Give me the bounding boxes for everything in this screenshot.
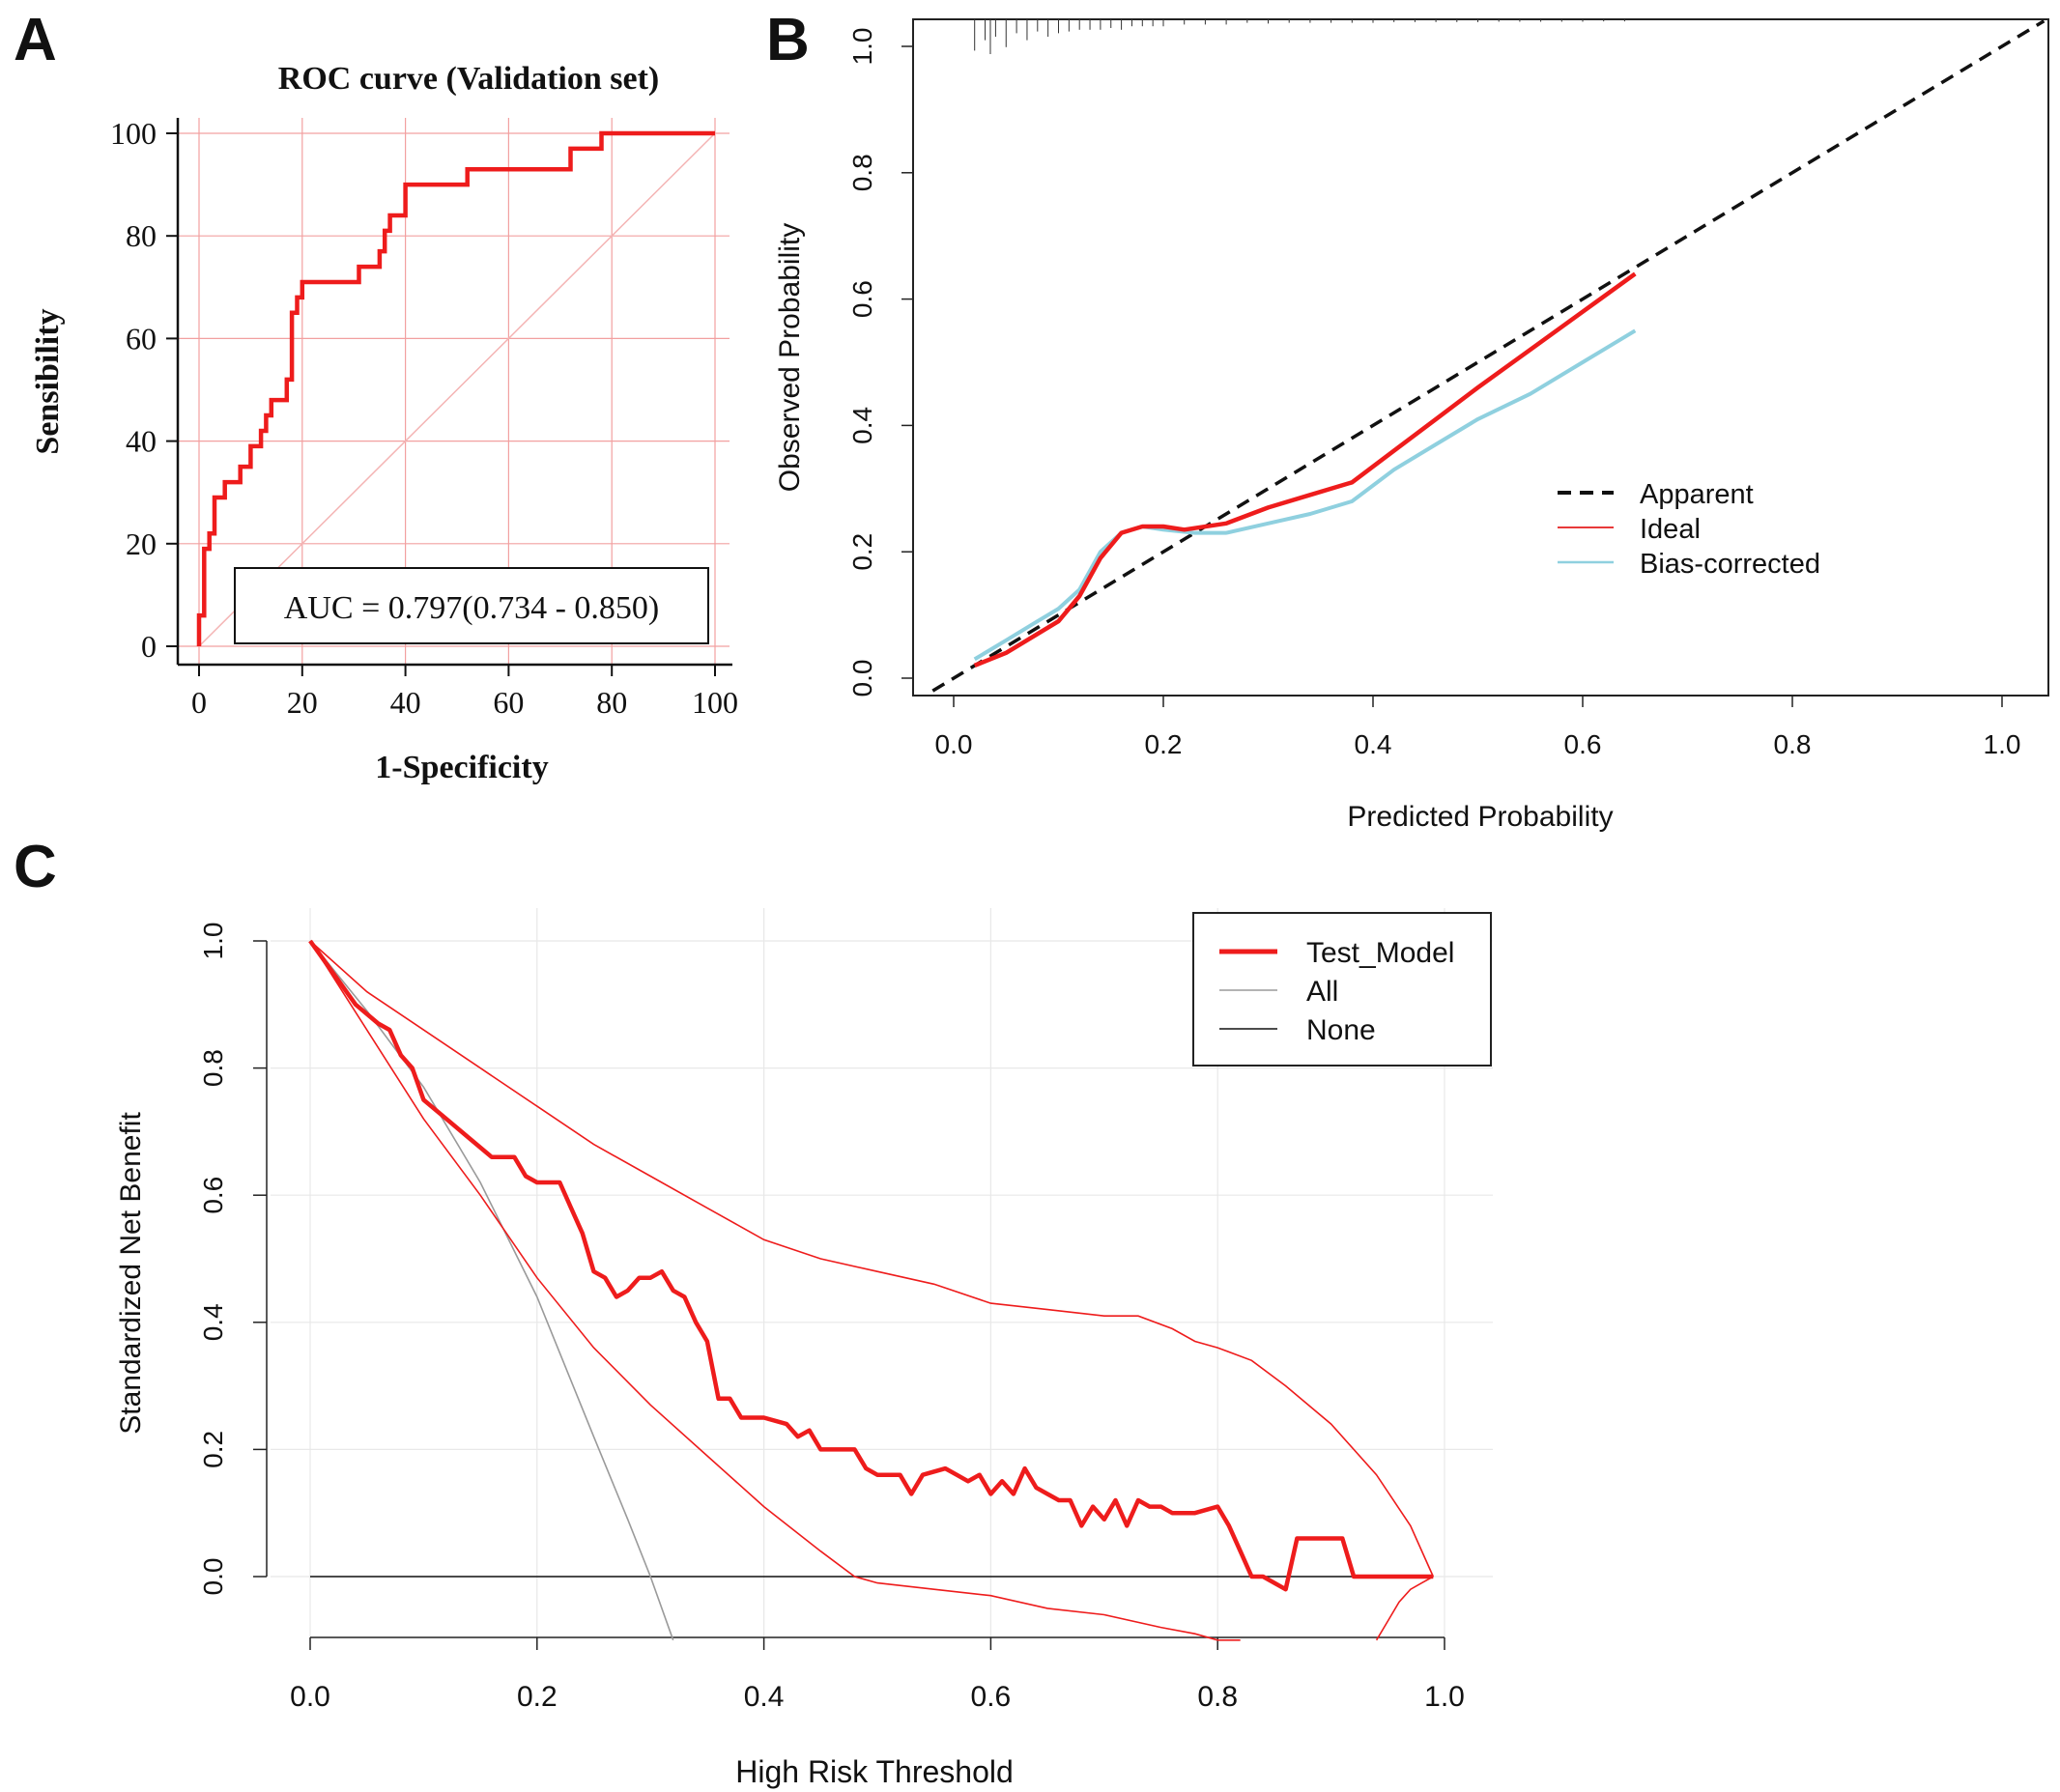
roc-y-tick-label: 60 (126, 321, 157, 356)
calibration-y-tick-label: 0.8 (847, 154, 877, 191)
calibration-y-tick-label: 0.0 (847, 660, 877, 697)
calibration-x-label: Predicted Probability (1347, 801, 1613, 833)
roc-y-tick-label: 40 (126, 424, 157, 459)
calibration-ticks: 0.0 0.2 0.4 0.6 0.8 1.0 0.0 0.2 0.4 0.6 0.8 1.0 (847, 28, 2020, 759)
calibration-x-tick-label: 0.4 (1355, 729, 1392, 759)
panel-a-letter: A (14, 7, 57, 73)
dca-x-tick-label: 0.0 (290, 1681, 330, 1713)
roc-y-tick-label: 0 (141, 629, 157, 664)
dca-y-tick-label: 0.8 (198, 1049, 228, 1087)
dca-y-tick-label: 0.2 (198, 1431, 228, 1468)
legend-apparent-label: Apparent (1640, 479, 1754, 510)
calibration-y-tick-label: 0.2 (847, 533, 877, 571)
roc-curve (196, 130, 715, 646)
roc-auc-text: AUC = 0.797(0.734 - 0.850) (284, 590, 659, 626)
dca-y-tick-label: 0.4 (198, 1303, 228, 1341)
calibration-legend: Apparent Ideal Bias-corrected (1558, 479, 1820, 580)
dca-y-tick-label: 1.0 (198, 923, 228, 960)
panel-c-decision-curve: C 0.0 0.2 0.4 0.6 0.8 1.0 0.0 0.2 0.4 0.6 0.8 1.0 T… (14, 834, 1493, 1789)
legend-model-label: Test_Model (1306, 937, 1454, 969)
roc-x-tick-label: 0 (191, 685, 207, 720)
roc-x-tick-label: 20 (287, 685, 318, 720)
dca-x-tick-label: 0.6 (971, 1681, 1012, 1713)
roc-reference-line (198, 132, 716, 647)
dca-y-tick-label: 0.0 (198, 1558, 228, 1596)
dca-ticks: 0.0 0.2 0.4 0.6 0.8 1.0 0.0 0.2 0.4 0.6 0.8 1.0 (198, 923, 1465, 1713)
calibration-x-tick-label: 0.0 (935, 729, 973, 759)
legend-ideal-label: Ideal (1640, 514, 1701, 545)
dca-lower-ci-tail-line (1375, 1576, 1434, 1641)
calibration-rug (974, 19, 1625, 54)
dca-x-tick-label: 0.2 (517, 1681, 558, 1713)
roc-y-label: Sensibility (30, 308, 66, 454)
calibration-x-tick-label: 0.2 (1145, 729, 1183, 759)
legend-bias-label: Bias-corrected (1640, 549, 1820, 580)
dca-curves (308, 939, 1435, 1641)
calibration-apparent-line (931, 19, 2046, 693)
panel-c-letter: C (14, 834, 57, 900)
calibration-x-tick-label: 0.6 (1564, 729, 1602, 759)
dca-upper-ci-line (309, 940, 1435, 1578)
roc-x-tick-label: 60 (493, 685, 524, 720)
dca-x-label: High Risk Threshold (735, 1754, 1014, 1789)
roc-y-tick-label: 80 (126, 218, 157, 253)
roc-auc-box: AUC = 0.797(0.734 - 0.850) (234, 567, 709, 644)
calibration-x-tick-label: 0.8 (1774, 729, 1812, 759)
panel-a-roc: A ROC curve (Validation set) 0 20 40 60 80 10… (14, 7, 738, 785)
roc-y-tick-label: 20 (126, 526, 157, 561)
roc-x-tick-label: 80 (596, 685, 627, 720)
dca-y-label: Standardized Net Benefit (115, 1112, 147, 1435)
dca-all-line (309, 940, 674, 1641)
legend-all-label: All (1306, 976, 1338, 1008)
calibration-curves (931, 19, 2046, 693)
calibration-y-tick-label: 0.4 (847, 407, 877, 444)
panel-b-calibration: B 0.0 0.2 0.4 0.6 0.8 1.0 0.0 0.2 0.4 0.6 0.8 1.0 A… (766, 7, 2049, 833)
dca-lower-ci-line (309, 940, 1241, 1641)
calibration-y-label: Observed Probability (774, 223, 806, 492)
roc-y-tick-label: 100 (110, 116, 157, 151)
dca-x-tick-label: 0.8 (1197, 1681, 1238, 1713)
panel-b-letter: B (766, 7, 810, 73)
dca-y-tick-label: 0.6 (198, 1177, 228, 1214)
calibration-bias-corrected-line (973, 328, 1637, 662)
roc-x-tick-label: 40 (390, 685, 421, 720)
calibration-y-tick-label: 0.6 (847, 280, 877, 318)
roc-ticks: 0 20 40 60 80 100 0 20 40 60 80 100 (110, 116, 738, 720)
roc-x-label: 1-Specificity (375, 750, 548, 785)
roc-curves (196, 130, 716, 647)
calibration-plot-box (912, 18, 2049, 697)
legend-none-label: None (1306, 1014, 1376, 1046)
dca-test-model-line (308, 939, 1434, 1592)
calibration-y-tick-label: 1.0 (847, 28, 877, 66)
roc-x-tick-label: 100 (692, 685, 738, 720)
dca-x-tick-label: 1.0 (1424, 1681, 1465, 1713)
calibration-x-tick-label: 1.0 (1984, 729, 2021, 759)
dca-legend: Test_Model All None (1192, 912, 1492, 1067)
roc-title: ROC curve (Validation set) (278, 61, 659, 97)
dca-x-tick-label: 0.4 (744, 1681, 785, 1713)
calibration-ideal-line (973, 271, 1637, 668)
roc-grid (178, 118, 730, 665)
